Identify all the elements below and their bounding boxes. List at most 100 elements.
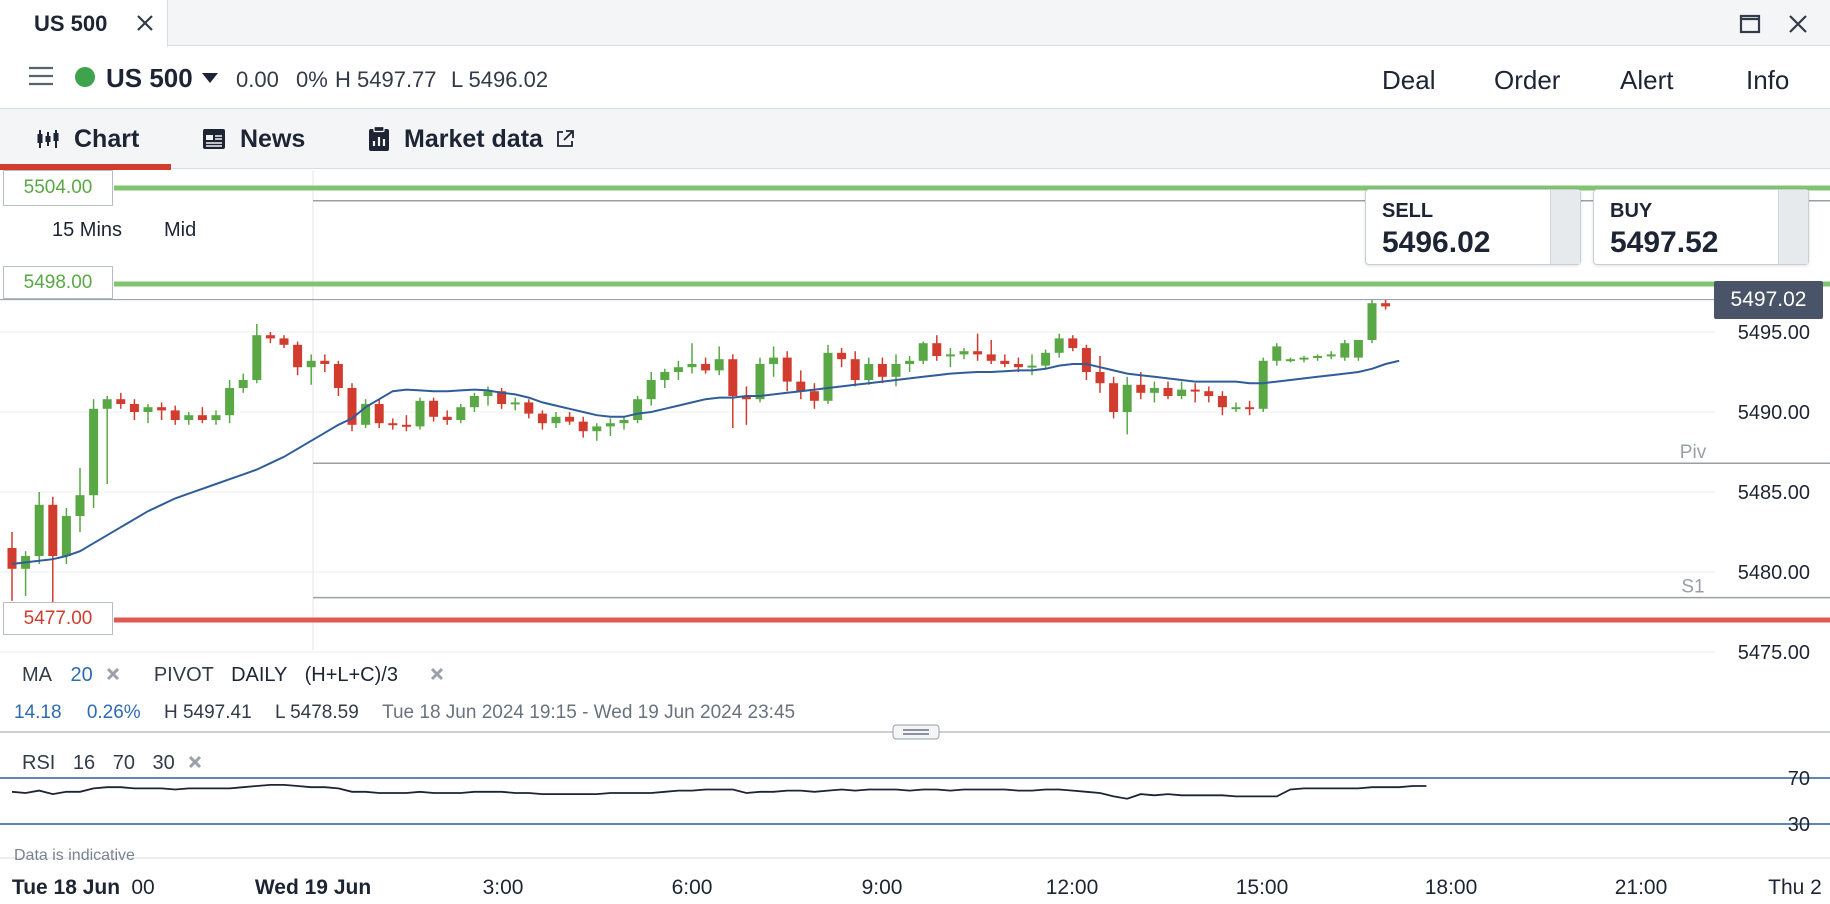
candle-body [1272, 346, 1282, 361]
candle-body [102, 399, 112, 409]
rsi-lower[interactable]: 30 [152, 752, 175, 774]
candle-body [211, 415, 221, 420]
candle-body [1367, 303, 1377, 340]
candle-body [415, 400, 425, 427]
candle-body [1381, 303, 1391, 307]
instrument-header: US 500 0.00 0% H 5497.77 L 5496.02 Deal … [0, 47, 1830, 109]
maximize-icon[interactable] [1738, 12, 1762, 36]
sell-button[interactable]: SELL 5496.02 [1365, 189, 1581, 265]
candle-body [1245, 407, 1255, 410]
candle-body [1163, 388, 1173, 396]
rsi-axis-70: 70 [1788, 768, 1810, 790]
candle-body [945, 354, 955, 357]
candle-body [605, 423, 615, 427]
candle-body [687, 364, 697, 368]
candle-body [1299, 357, 1309, 360]
buy-label: BUY [1610, 200, 1653, 222]
candle-body [1190, 389, 1200, 392]
candle-body [1204, 391, 1214, 396]
alert-button[interactable]: Alert [1620, 65, 1674, 95]
disclaimer: Data is indicative [14, 847, 135, 864]
buy-price: 5497.52 [1610, 226, 1719, 259]
remove-rsi-icon[interactable] [186, 753, 204, 771]
pane-resize-handle [892, 724, 940, 740]
candle-body [1054, 338, 1064, 353]
remove-pivot-icon[interactable] [428, 665, 446, 683]
candle-body [143, 407, 153, 412]
info-button[interactable]: Info [1746, 65, 1790, 95]
rsi-period[interactable]: 16 [72, 752, 96, 774]
x-tick-label: 15:00 [1236, 876, 1289, 899]
candle-body [61, 516, 71, 556]
candle-body [1313, 356, 1323, 358]
tab-chart[interactable]: Chart [36, 109, 139, 169]
candle-body [809, 391, 819, 401]
order-button[interactable]: Order [1494, 65, 1561, 95]
y-tick-label: 5485.00 [1738, 482, 1810, 504]
remove-ma-icon[interactable] [104, 665, 122, 683]
ma-period[interactable]: 20 [70, 664, 93, 686]
candle-body [75, 495, 85, 516]
rsi-upper[interactable]: 70 [112, 752, 135, 774]
candle-body [619, 420, 629, 424]
interval-selector[interactable]: 15 Mins [52, 219, 123, 241]
day-high: H 5497.77 [335, 67, 437, 92]
candle-body [959, 351, 969, 355]
sell-side-panel [1550, 190, 1580, 264]
tab-chart-label: Chart [74, 124, 140, 153]
tab-news[interactable]: News [202, 109, 305, 169]
rsi-axis-30: 30 [1788, 814, 1810, 836]
candle-body [347, 388, 357, 425]
candle-body [197, 415, 207, 420]
candle-body [184, 415, 194, 420]
candle-body [1149, 388, 1159, 393]
deal-button[interactable]: Deal [1382, 65, 1436, 95]
candle-body [673, 367, 683, 372]
buy-button[interactable]: BUY 5497.52 [1593, 189, 1809, 265]
candle-body [1136, 384, 1146, 393]
close-window-icon[interactable] [1786, 12, 1810, 36]
y-tick-label: 5495.00 [1738, 322, 1810, 344]
candle-body [1258, 360, 1268, 409]
stat-change: 14.18 [14, 702, 62, 723]
x-tick-label: 9:00 [862, 876, 903, 899]
candle-body [252, 335, 262, 380]
candle-body [633, 399, 643, 420]
candle-body [1353, 340, 1363, 358]
rsi-line [11, 784, 1427, 800]
pivot-period[interactable]: DAILY [231, 664, 288, 686]
x-tick-label: Wed 19 Jun [255, 876, 371, 899]
tab-us500[interactable]: US 500 [0, 0, 168, 47]
price-type-selector[interactable]: Mid [164, 219, 197, 241]
candle-body [592, 426, 602, 432]
indicator-legend: MA 20 PIVOT DAILY (H+L+C)/3 [22, 664, 446, 687]
candle-body [497, 391, 507, 404]
y-tick-label: 5490.00 [1738, 402, 1810, 424]
candle-body [7, 548, 17, 569]
external-link-icon [557, 130, 574, 147]
candle-body [1109, 383, 1119, 412]
tab-market-data[interactable]: Market data [368, 109, 589, 169]
candle-body [1068, 338, 1078, 348]
price-chart[interactable]: 5495.005490.005485.005480.005475.00R1Piv… [0, 170, 1830, 904]
chart-stats: 14.18 0.26% H 5497.41 L 5478.59 Tue 18 J… [14, 702, 795, 724]
candle-body [565, 416, 575, 422]
candle-body [401, 424, 411, 427]
level-label-upper[interactable]: 5504.00 [3, 170, 113, 206]
stat-high: H 5497.41 [163, 702, 252, 723]
hamburger-menu-icon[interactable] [28, 65, 54, 87]
level-label-mid[interactable]: 5498.00 [3, 266, 113, 299]
candle-body [551, 416, 561, 424]
level-label-lower[interactable]: 5477.00 [3, 602, 113, 635]
candle-body [442, 416, 452, 420]
chevron-down-icon[interactable] [202, 73, 218, 83]
candle-body [170, 410, 180, 420]
sell-label: SELL [1382, 200, 1434, 222]
pivot-formula[interactable]: (H+L+C)/3 [304, 664, 398, 686]
price-change: 0.00 [236, 67, 279, 92]
candle-body [129, 404, 139, 412]
candle-body [333, 364, 343, 388]
close-icon[interactable] [134, 12, 156, 34]
instrument-name[interactable]: US 500 [106, 63, 193, 93]
stat-low: L 5478.59 [274, 702, 359, 723]
